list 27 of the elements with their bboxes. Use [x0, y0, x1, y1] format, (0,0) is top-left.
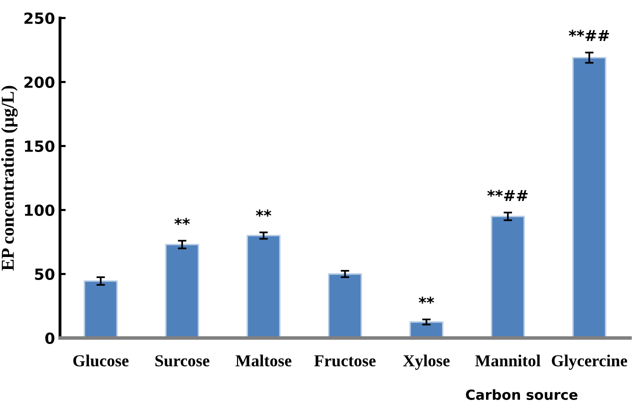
annotation: **	[174, 218, 190, 225]
y-tick-label: 200	[24, 76, 54, 88]
x-tick-label: Maltose	[236, 354, 292, 366]
x-tick-label: Surcose	[155, 355, 210, 366]
x-tick-label: Glucose	[73, 354, 129, 366]
y-tick-label: 50	[35, 268, 54, 280]
bar	[246, 234, 281, 338]
y-tick-label: 150	[24, 140, 54, 152]
annotation: **##	[487, 190, 528, 202]
x-tick-label: Xylose	[403, 354, 450, 370]
bar	[84, 280, 118, 338]
x-axis-title: Carbon source	[466, 389, 578, 400]
annotation: **	[256, 210, 272, 217]
bar	[328, 273, 362, 338]
y-tick-label: 250	[24, 12, 54, 24]
x-tick-label: Glycercine	[552, 354, 628, 370]
bar	[165, 244, 200, 338]
annotation: **##	[568, 30, 610, 42]
y-axis-title: EP concentration (μg/L)	[1, 86, 18, 271]
annotation: **	[418, 296, 434, 304]
y-tick-label: 100	[24, 204, 54, 216]
bar	[572, 56, 606, 338]
bar	[409, 321, 444, 338]
x-tick-label: Fructose	[314, 355, 376, 366]
x-tick-label: Mannitol	[475, 354, 540, 366]
y-tick-label: 0	[45, 332, 54, 344]
bar	[490, 216, 525, 338]
